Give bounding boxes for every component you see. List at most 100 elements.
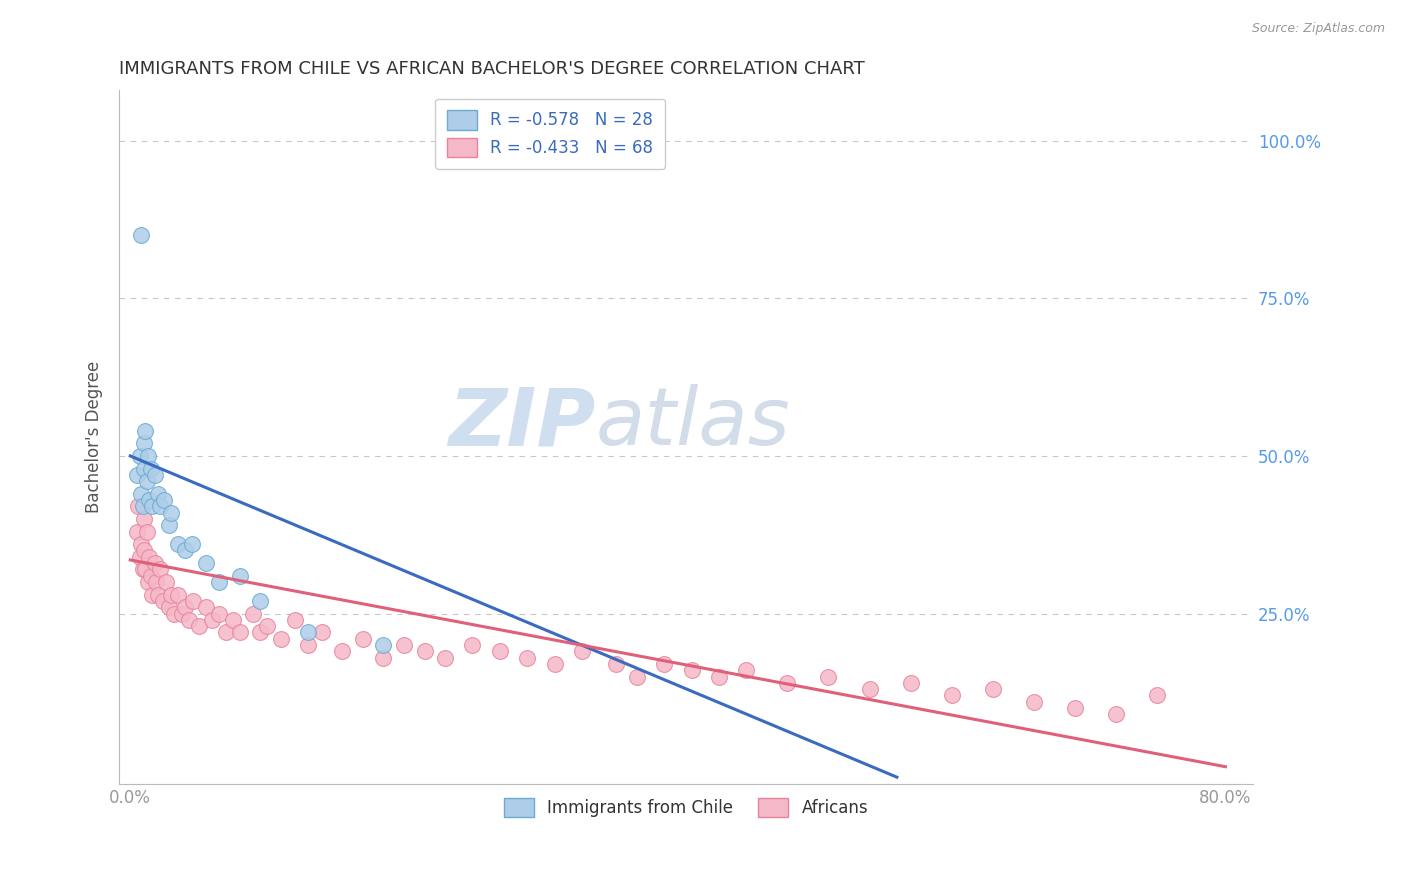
Point <box>208 607 231 621</box>
Point <box>143 467 166 482</box>
Point <box>1022 695 1045 709</box>
Point <box>392 638 415 652</box>
Point <box>138 549 160 564</box>
Point <box>1105 707 1128 722</box>
Point <box>256 619 278 633</box>
Point <box>134 424 156 438</box>
Point <box>776 676 799 690</box>
Point <box>129 487 152 501</box>
Point <box>141 500 163 514</box>
Text: Source: ZipAtlas.com: Source: ZipAtlas.com <box>1251 22 1385 36</box>
Point <box>941 689 963 703</box>
Point <box>181 594 204 608</box>
Point <box>131 500 153 514</box>
Point <box>1063 701 1085 715</box>
Point <box>413 644 436 658</box>
Point <box>1146 689 1168 703</box>
Point <box>229 568 252 582</box>
Point <box>187 619 209 633</box>
Point <box>136 574 159 589</box>
Point <box>735 663 758 677</box>
Point <box>194 600 217 615</box>
Point <box>163 607 186 621</box>
Point <box>434 650 457 665</box>
Legend: Immigrants from Chile, Africans: Immigrants from Chile, Africans <box>498 791 875 824</box>
Point <box>489 644 512 658</box>
Point <box>129 537 152 551</box>
Point <box>132 512 155 526</box>
Point <box>373 650 395 665</box>
Point <box>373 638 395 652</box>
Point <box>141 588 163 602</box>
Point <box>297 625 319 640</box>
Text: ZIP: ZIP <box>449 384 595 462</box>
Point <box>167 537 190 551</box>
Point <box>157 600 180 615</box>
Point <box>174 543 197 558</box>
Text: IMMIGRANTS FROM CHILE VS AFRICAN BACHELOR'S DEGREE CORRELATION CHART: IMMIGRANTS FROM CHILE VS AFRICAN BACHELO… <box>120 60 865 78</box>
Point <box>152 594 174 608</box>
Point <box>311 625 333 640</box>
Point <box>146 588 169 602</box>
Point <box>131 562 153 576</box>
Point <box>352 632 374 646</box>
Point <box>229 625 252 640</box>
Point <box>858 682 880 697</box>
Point <box>127 500 149 514</box>
Point <box>125 524 148 539</box>
Point <box>138 493 160 508</box>
Point <box>297 638 319 652</box>
Point <box>160 588 183 602</box>
Point <box>461 638 484 652</box>
Point <box>146 487 169 501</box>
Point <box>128 549 150 564</box>
Point <box>174 600 197 615</box>
Point <box>135 474 157 488</box>
Point <box>900 676 922 690</box>
Point <box>132 436 155 450</box>
Point <box>332 644 354 658</box>
Text: atlas: atlas <box>595 384 790 462</box>
Point <box>135 524 157 539</box>
Point <box>208 574 231 589</box>
Point <box>172 607 194 621</box>
Point <box>149 562 172 576</box>
Point <box>652 657 675 671</box>
Point <box>134 562 156 576</box>
Point <box>149 500 172 514</box>
Point <box>160 506 183 520</box>
Point <box>626 669 648 683</box>
Point <box>177 613 200 627</box>
Point <box>125 467 148 482</box>
Point <box>128 449 150 463</box>
Point <box>270 632 292 646</box>
Point <box>180 537 202 551</box>
Point <box>707 669 730 683</box>
Point <box>516 650 538 665</box>
Point <box>543 657 565 671</box>
Point <box>132 461 155 475</box>
Point <box>981 682 1004 697</box>
Point <box>222 613 245 627</box>
Point <box>605 657 627 671</box>
Point <box>242 607 264 621</box>
Point <box>167 588 190 602</box>
Point <box>139 568 162 582</box>
Point <box>143 556 166 570</box>
Point <box>215 625 238 640</box>
Point <box>153 493 176 508</box>
Point <box>155 574 177 589</box>
Point <box>139 461 162 475</box>
Point <box>681 663 703 677</box>
Point <box>201 613 224 627</box>
Point <box>283 613 305 627</box>
Point <box>249 625 271 640</box>
Point <box>249 594 271 608</box>
Point <box>817 669 839 683</box>
Point <box>132 543 155 558</box>
Point <box>129 228 152 243</box>
Point <box>136 449 159 463</box>
Point <box>145 574 167 589</box>
Point <box>194 556 217 570</box>
Y-axis label: Bachelor's Degree: Bachelor's Degree <box>86 361 103 513</box>
